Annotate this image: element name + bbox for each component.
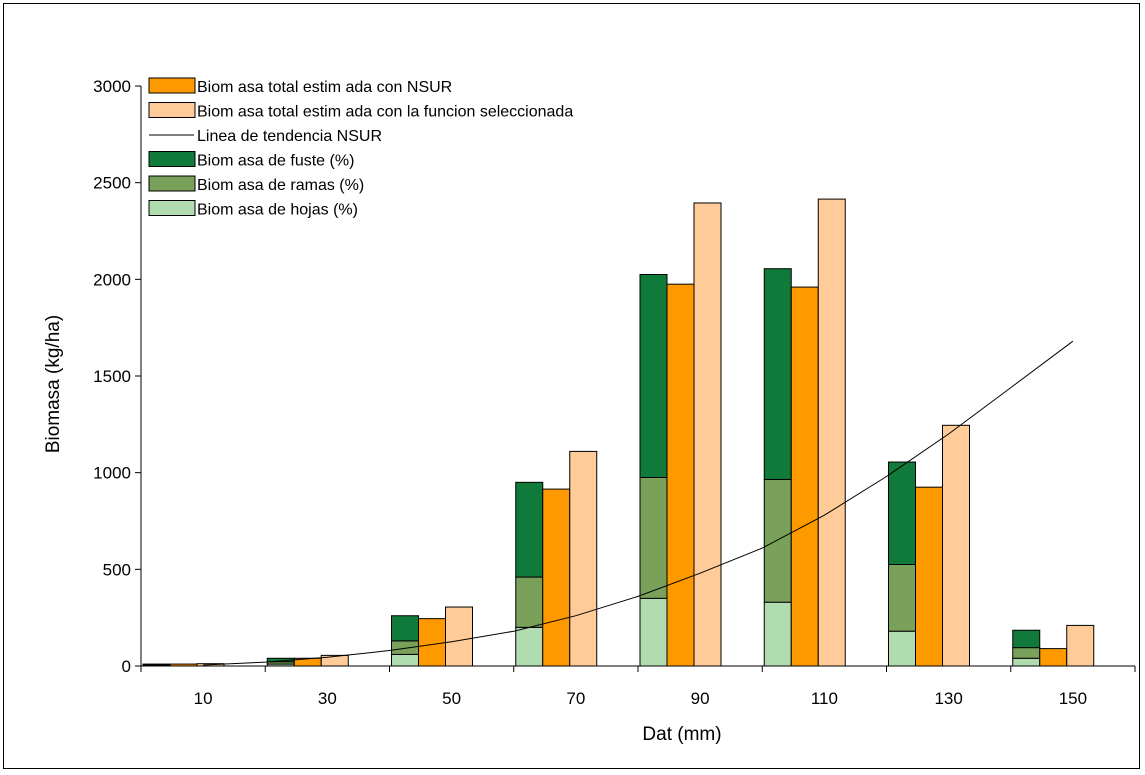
legend-swatch-3 [148,151,196,167]
bar-ramas-150 [1012,647,1041,659]
trendline [203,340,1074,666]
bar-fuste-50 [391,615,419,642]
bar-ramas-50 [391,640,419,655]
bar-hojas-130 [888,630,916,667]
legend-label-3: Biom asa de fuste (%) [197,153,354,170]
bar-funcion-130 [942,424,970,667]
x-tick-label-150: 150 [1059,689,1087,708]
x-tick-label-10: 10 [194,689,213,708]
legend-label-4: Biom asa de ramas (%) [197,177,364,194]
legend: Biom asa total estim ada con NSUR Biom as… [148,77,573,219]
bar-nsur-50 [418,618,446,667]
x-tick-label-30: 30 [318,689,337,708]
bar-fuste-70 [515,481,544,578]
biomass-chart: 0 500 1000 1500 2000 2500 3000 10 30 50 70 90 110 130… [43,77,1136,745]
legend-swatch-4 [148,175,196,192]
bar-fuste-10 [142,663,171,666]
legend-label-5: Biom asa de hojas (%) [197,202,358,219]
y-tick-label-1000: 1000 [93,464,131,483]
legend-label-2: Linea de tendencia NSUR [197,128,382,145]
bar-fuste-130 [888,461,916,565]
y-tick-label-0: 0 [122,657,131,676]
y-tick-label-2000: 2000 [93,270,131,289]
axes-layer: 0 500 1000 1500 2000 2500 3000 10 30 50 70 90 110 130… [93,77,1136,708]
bar-fuste-90 [639,274,668,478]
bar-nsur-90 [666,283,695,667]
bar-ramas-130 [888,564,916,632]
chart-frame: 0 500 1000 1500 2000 2500 3000 10 30 50 70 90 110 130… [3,3,1140,769]
legend-label-1: Biom asa total estim ada con la funcion … [197,104,573,121]
bar-funcion-50 [445,606,473,667]
x-axis-title: Dat (mm) [642,724,721,745]
bar-hojas-150 [1012,657,1041,667]
bar-fuste-110 [763,268,792,480]
x-tick-label-50: 50 [442,689,461,708]
legend-swatch-1 [148,102,196,118]
bar-funcion-150 [1066,624,1095,667]
x-tick-label-110: 110 [811,689,838,708]
y-tick-label-2500: 2500 [93,174,131,193]
bars-layer [142,198,1095,667]
legend-swatch-5 [148,200,196,216]
x-tick-label-90: 90 [691,689,710,708]
bar-fuste-150 [1012,629,1041,649]
bar-ramas-90 [639,477,668,599]
bar-hojas-110 [763,601,792,667]
legend-swatch-0 [148,77,196,94]
y-axis-title: Biomasa (kg/ha) [43,315,64,453]
bar-hojas-70 [515,626,544,667]
bar-ramas-70 [515,576,544,628]
x-tick-label-70: 70 [566,689,585,708]
y-tick-label-3000: 3000 [93,77,131,96]
bar-funcion-90 [693,202,722,667]
bar-nsur-110 [790,286,819,667]
bar-nsur-70 [542,488,571,667]
bar-nsur-150 [1039,648,1068,667]
bar-funcion-70 [569,450,598,667]
y-tick-label-1500: 1500 [93,367,131,386]
bar-hojas-50 [391,653,419,667]
bar-funcion-110 [817,198,846,667]
legend-label-0: Biom asa total estim ada con NSUR [197,79,452,96]
x-tick-label-130: 130 [934,689,962,708]
bar-hojas-90 [639,597,668,667]
y-tick-label-500: 500 [103,560,131,579]
bar-ramas-110 [763,478,792,603]
bar-nsur-130 [915,486,943,667]
